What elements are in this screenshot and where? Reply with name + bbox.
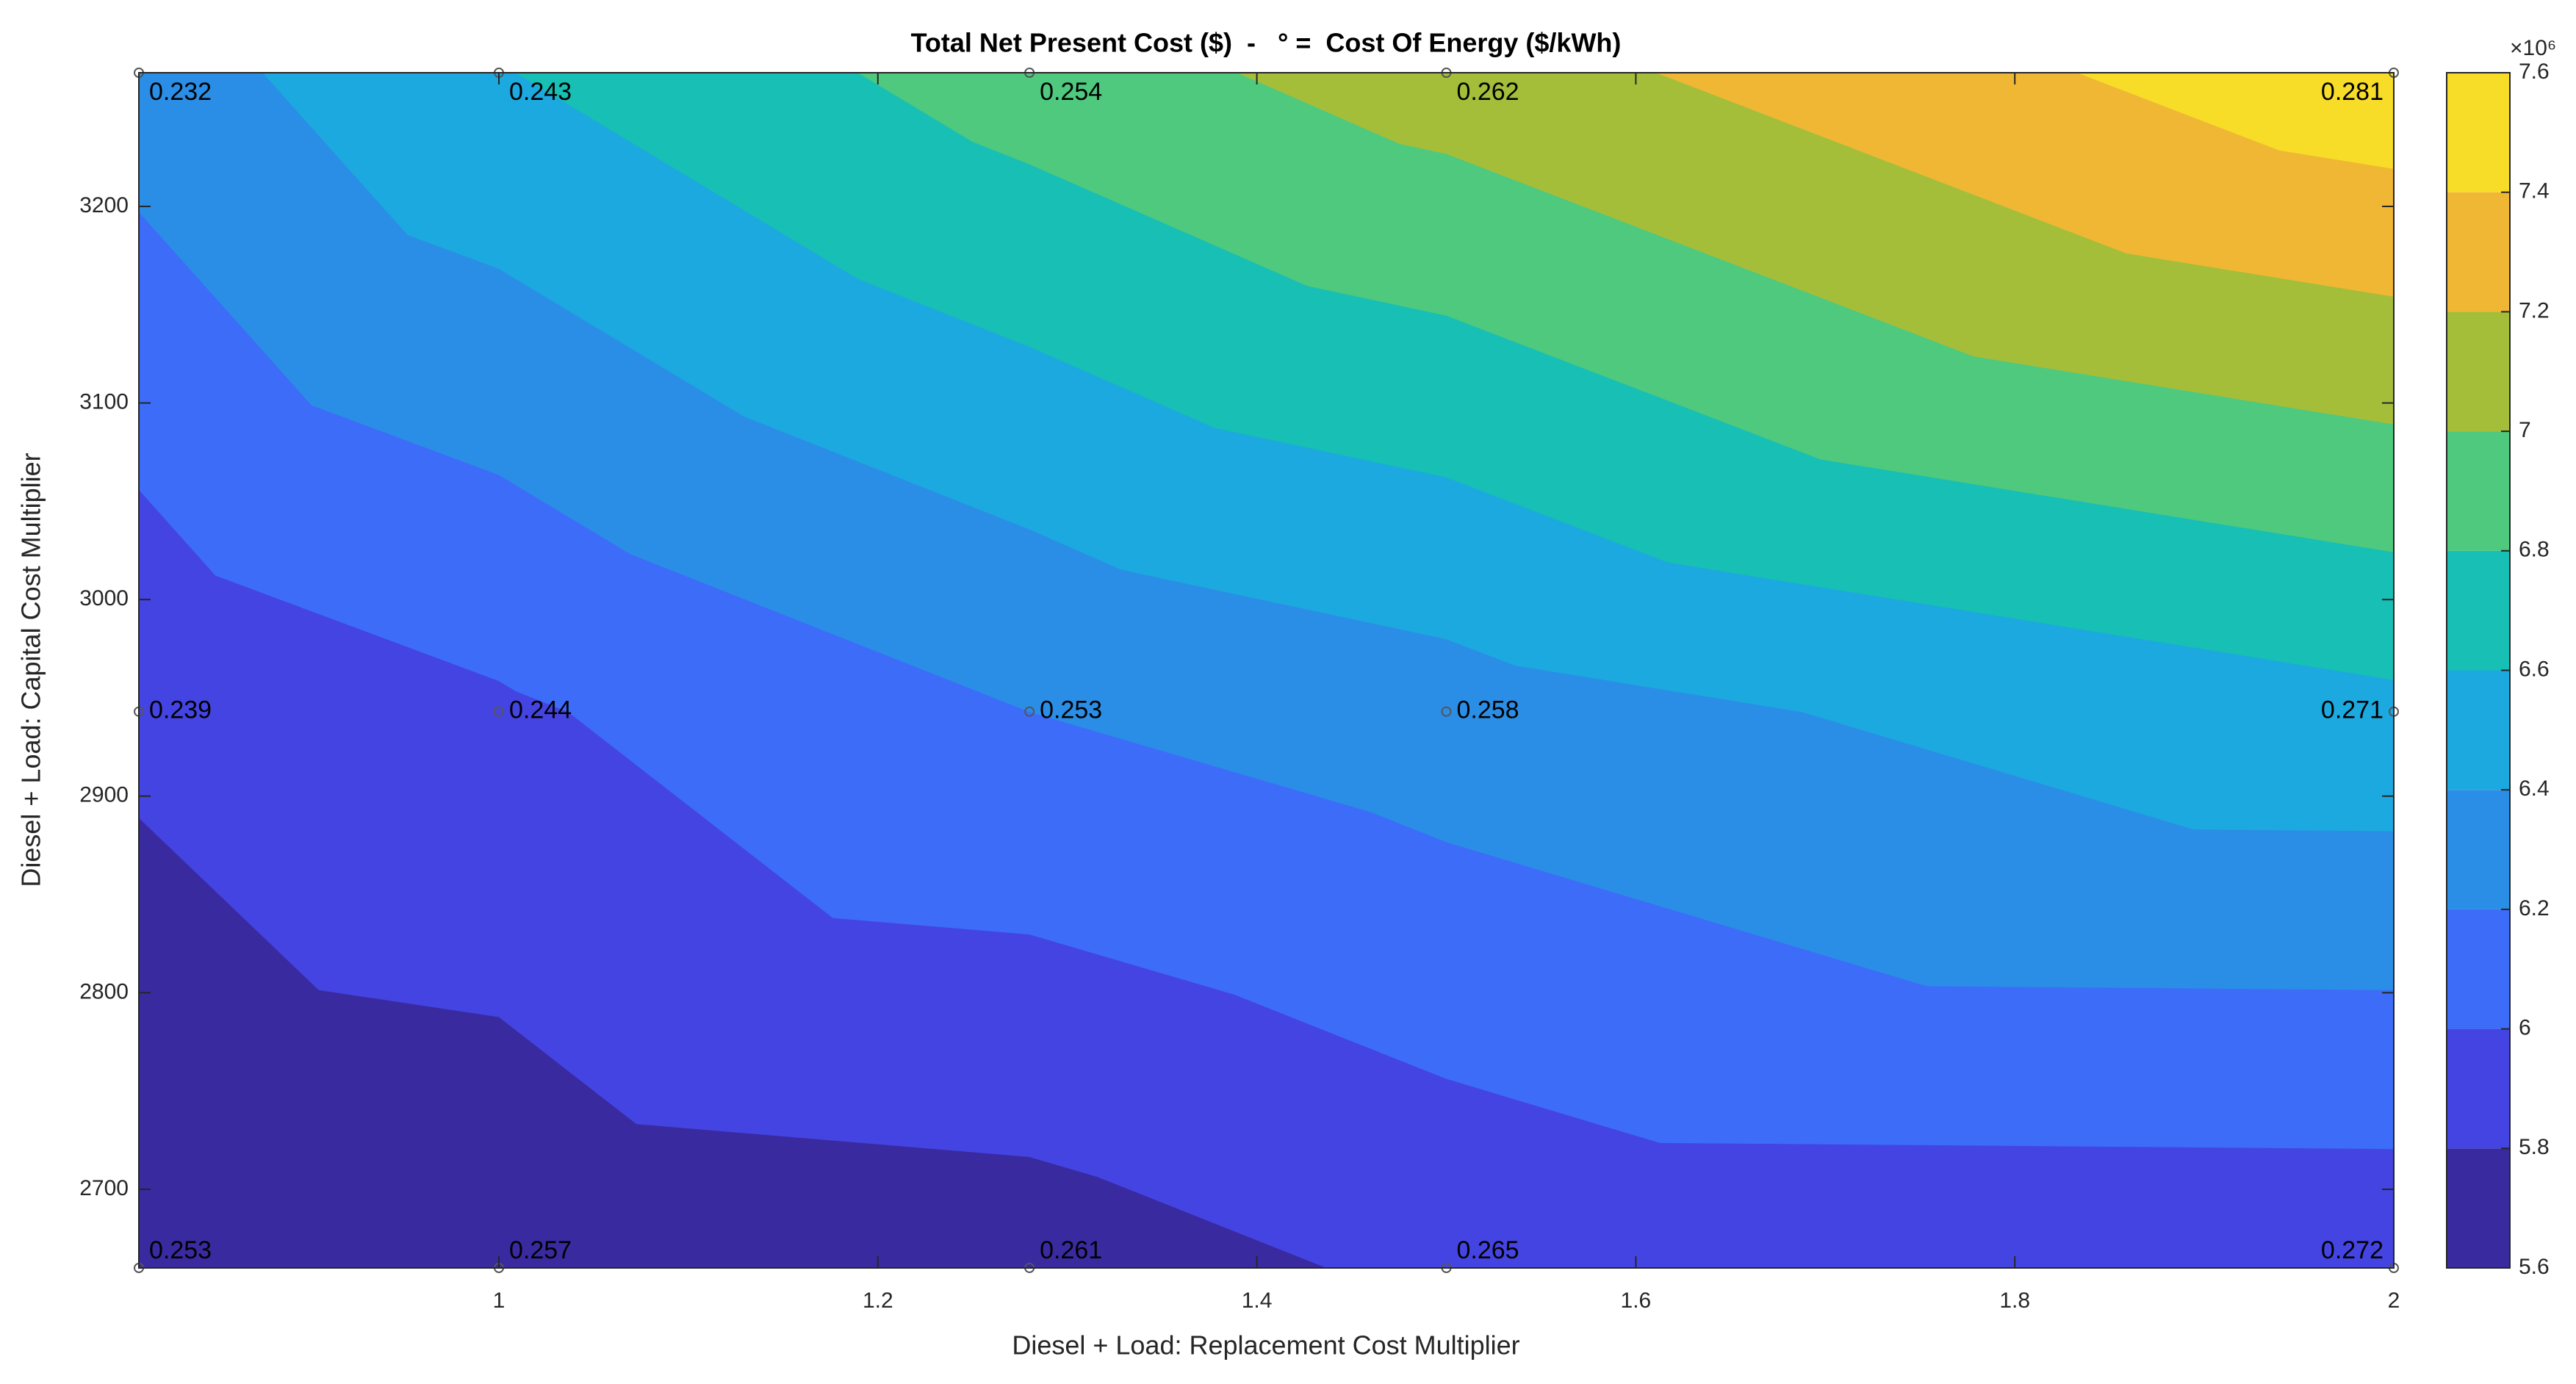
y-axis-label: Diesel + Load: Capital Cost Multiplier	[16, 453, 46, 887]
colorbar-band	[2447, 311, 2510, 432]
colorbar-band	[2447, 1028, 2510, 1149]
colorbar-tick-label: 6.4	[2519, 776, 2550, 801]
contour-fill	[138, 71, 2395, 1269]
coe-label: 0.253	[1040, 696, 1102, 724]
colorbar-tick-label: 7.6	[2519, 60, 2550, 84]
coe-label: 0.281	[2321, 78, 2383, 106]
x-tick-label: 2	[2388, 1289, 2400, 1313]
x-tick-label: 1.6	[1621, 1289, 1652, 1313]
colorbar-tick-label: 6.8	[2519, 538, 2550, 562]
coe-label: 0.254	[1040, 78, 1102, 106]
coe-label: 0.262	[1457, 78, 1519, 106]
axes-box	[138, 72, 2395, 1269]
colorbar-band	[2447, 909, 2510, 1029]
colorbar-tick-label: 5.6	[2519, 1255, 2550, 1279]
coe-label: 0.271	[2321, 696, 2383, 724]
coe-label: 0.244	[509, 696, 572, 724]
colorbar-tick-label: 7.4	[2519, 179, 2550, 203]
colorbar-band	[2447, 431, 2510, 551]
colorbar-tick-label: 6.6	[2519, 657, 2550, 681]
colorbar-band	[2447, 1148, 2510, 1268]
coe-label: 0.257	[509, 1236, 572, 1264]
colorbar-tick-label: 5.8	[2519, 1135, 2550, 1159]
coe-label: 0.232	[149, 78, 212, 106]
coe-marker	[1441, 706, 1452, 717]
colorbar-band	[2447, 790, 2510, 909]
coe-label: 0.253	[149, 1236, 212, 1264]
coe-marker	[1024, 706, 1035, 717]
coe-label: 0.239	[149, 696, 212, 724]
y-tick-label: 2900	[79, 783, 129, 807]
coe-marker	[494, 706, 505, 717]
x-tick-label: 1.4	[1242, 1289, 1273, 1313]
chart-title: Total Net Present Cost ($) - ° = Cost Of…	[911, 28, 1622, 58]
y-tick-label: 2700	[79, 1176, 129, 1200]
colorbar-band	[2447, 192, 2510, 312]
colorbar-band	[2447, 670, 2510, 790]
x-tick-label: 1	[493, 1289, 506, 1313]
colorbar-band	[2447, 73, 2510, 192]
y-tick-label: 3200	[79, 193, 129, 217]
x-tick-label: 1.2	[863, 1289, 893, 1313]
colorbar-tick-label: 7	[2519, 418, 2531, 442]
colorbar-tick-label: 7.2	[2519, 298, 2550, 322]
x-tick-label: 1.8	[1999, 1289, 2030, 1313]
coe-label: 0.272	[2321, 1236, 2383, 1264]
coe-label: 0.265	[1457, 1236, 1519, 1264]
colorbar-band	[2447, 550, 2510, 671]
x-axis-label: Diesel + Load: Replacement Cost Multipli…	[1012, 1330, 1519, 1360]
coe-label: 0.243	[509, 78, 572, 106]
y-tick-label: 3100	[79, 389, 129, 414]
y-tick-label: 2800	[79, 979, 129, 1003]
colorbar-tick-label: 6	[2519, 1016, 2531, 1040]
colorbar-exponent: ×10⁶	[2510, 36, 2556, 60]
coe-label: 0.258	[1457, 696, 1519, 724]
colorbar-tick-label: 6.2	[2519, 896, 2550, 920]
y-tick-label: 3000	[79, 586, 129, 610]
coe-label: 0.261	[1040, 1236, 1102, 1264]
